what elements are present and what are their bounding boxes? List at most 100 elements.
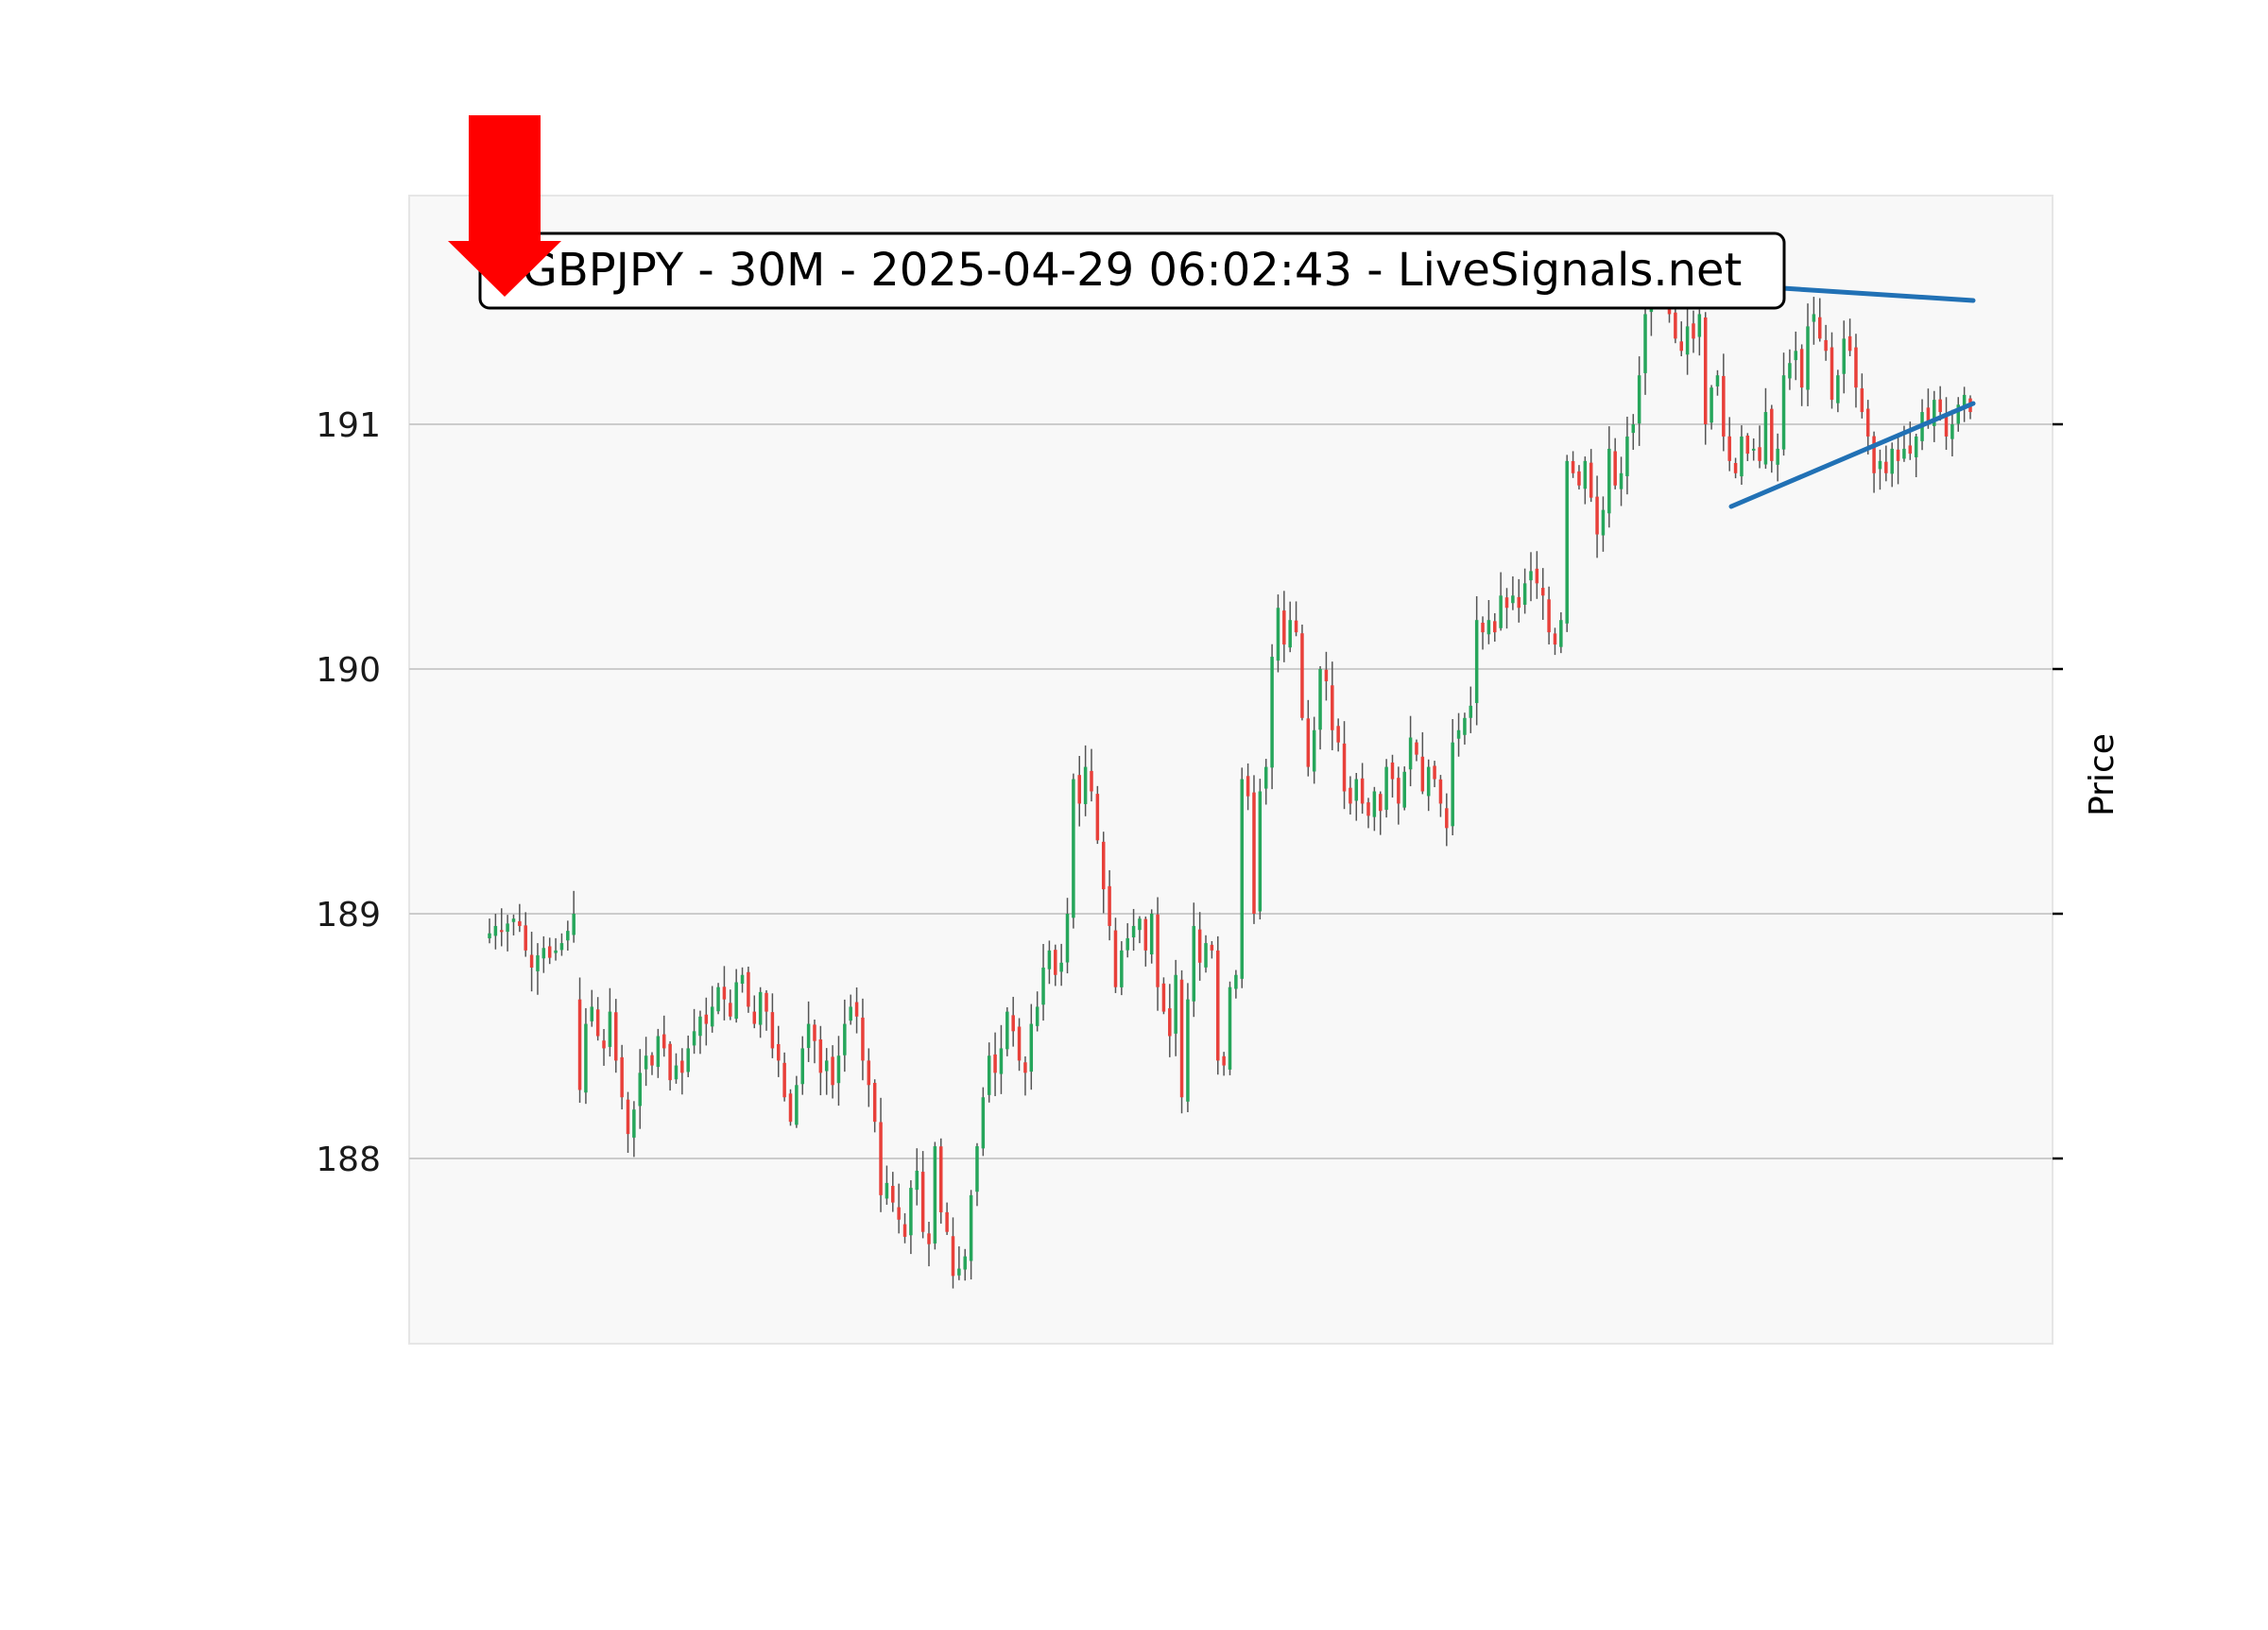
- candle-body-up: [1149, 914, 1154, 954]
- candle-body-up: [1643, 314, 1647, 373]
- candle: [1192, 902, 1196, 1018]
- candle-body-down: [861, 1017, 865, 1061]
- candle: [795, 1075, 799, 1128]
- candle-body-down: [1077, 775, 1082, 804]
- candle: [1499, 572, 1503, 631]
- candle: [1017, 1018, 1022, 1072]
- candle-body-down: [1113, 930, 1118, 987]
- candle: [987, 1042, 991, 1103]
- candle: [1174, 959, 1177, 1056]
- candle: [740, 967, 745, 993]
- candle: [1788, 349, 1792, 390]
- candle: [867, 1048, 871, 1107]
- candle-body-up: [1474, 620, 1479, 704]
- candle-body-up: [1270, 657, 1274, 768]
- candle-body-up: [969, 1194, 973, 1261]
- y-tick-label-189: 189: [316, 896, 381, 935]
- candle-body-down: [782, 1062, 786, 1098]
- candle-body-up: [1059, 962, 1063, 972]
- candle: [1354, 772, 1359, 821]
- candle-body-down: [1349, 787, 1352, 804]
- candle-body-up: [1842, 338, 1846, 374]
- candle: [1270, 643, 1274, 790]
- candle: [1059, 943, 1063, 987]
- candle-body-up: [963, 1256, 967, 1270]
- candle: [1433, 761, 1436, 788]
- candle-body-down: [1433, 765, 1436, 780]
- candle-body-up: [1029, 1023, 1034, 1072]
- candle: [747, 966, 750, 1013]
- candle-body-down: [1824, 339, 1828, 352]
- candle-body-up: [1041, 967, 1045, 1005]
- candle-body-up: [698, 1016, 702, 1037]
- candle: [1806, 303, 1810, 406]
- candle-body-up: [1522, 583, 1527, 605]
- candle: [927, 1222, 931, 1267]
- candle: [1445, 793, 1449, 847]
- candle-body-down: [1727, 436, 1731, 461]
- candle: [1770, 404, 1774, 473]
- candle-body-up: [1120, 950, 1124, 987]
- candle: [1589, 449, 1593, 503]
- candle: [1842, 320, 1846, 394]
- candle: [1481, 616, 1485, 650]
- candle: [981, 1087, 986, 1157]
- candle: [1041, 943, 1045, 1021]
- candle: [933, 1141, 937, 1250]
- candle: [1108, 869, 1111, 941]
- candle: [777, 1025, 781, 1077]
- candle-body-down: [1342, 743, 1347, 792]
- candle-body-down: [1101, 841, 1106, 890]
- candle: [1914, 434, 1918, 478]
- candle: [1258, 779, 1263, 919]
- candle: [650, 1052, 654, 1075]
- candle: [1938, 386, 1942, 421]
- candle-body-down: [1324, 669, 1329, 681]
- candle-body-up: [638, 1072, 642, 1107]
- candle: [849, 994, 852, 1025]
- candle: [1613, 438, 1617, 489]
- candle: [1179, 969, 1184, 1114]
- candle-body-down: [595, 1009, 600, 1037]
- candle-body-up: [686, 1048, 690, 1072]
- candle-body-up: [909, 1188, 913, 1236]
- candle: [608, 987, 612, 1057]
- candle-body-up: [740, 974, 745, 985]
- candle-body-down: [518, 920, 522, 926]
- candle: [1601, 496, 1606, 552]
- candle: [686, 1035, 690, 1077]
- candle-body-up: [933, 1146, 937, 1244]
- candle-body-up: [716, 987, 720, 1012]
- candle-body-down: [1926, 407, 1931, 424]
- candle: [1360, 763, 1365, 815]
- candle: [698, 1010, 702, 1055]
- candle-body-up: [541, 948, 546, 959]
- candle-body-up: [1258, 791, 1263, 912]
- candle-body-up: [915, 1170, 919, 1191]
- candle-body-down: [1770, 408, 1774, 461]
- candle-body-up: [1384, 766, 1388, 810]
- candle: [1143, 916, 1148, 967]
- candle-body-up: [1625, 436, 1629, 476]
- candle-body-down: [1589, 462, 1593, 498]
- candle-body-down: [1613, 451, 1617, 486]
- candle: [1054, 944, 1057, 987]
- candle-body-up: [975, 1146, 979, 1192]
- candle-body-up: [1186, 999, 1190, 1102]
- y-tick-label-191: 191: [316, 406, 381, 445]
- candle: [1571, 451, 1575, 478]
- candle: [1331, 661, 1334, 750]
- candle: [1751, 438, 1756, 461]
- candle: [1703, 312, 1708, 445]
- candle: [1306, 699, 1311, 777]
- candle-body-up: [1806, 326, 1810, 390]
- candle: [1511, 575, 1515, 610]
- candle-body-up: [1685, 326, 1690, 355]
- candle-body-down: [927, 1233, 931, 1244]
- candle-body-up: [1781, 375, 1786, 450]
- candle-body-down: [1908, 445, 1913, 455]
- candle-body-down: [1300, 633, 1304, 718]
- candle: [1956, 397, 1961, 432]
- candle-body-up: [806, 1023, 811, 1049]
- candle-body-down: [1331, 685, 1334, 730]
